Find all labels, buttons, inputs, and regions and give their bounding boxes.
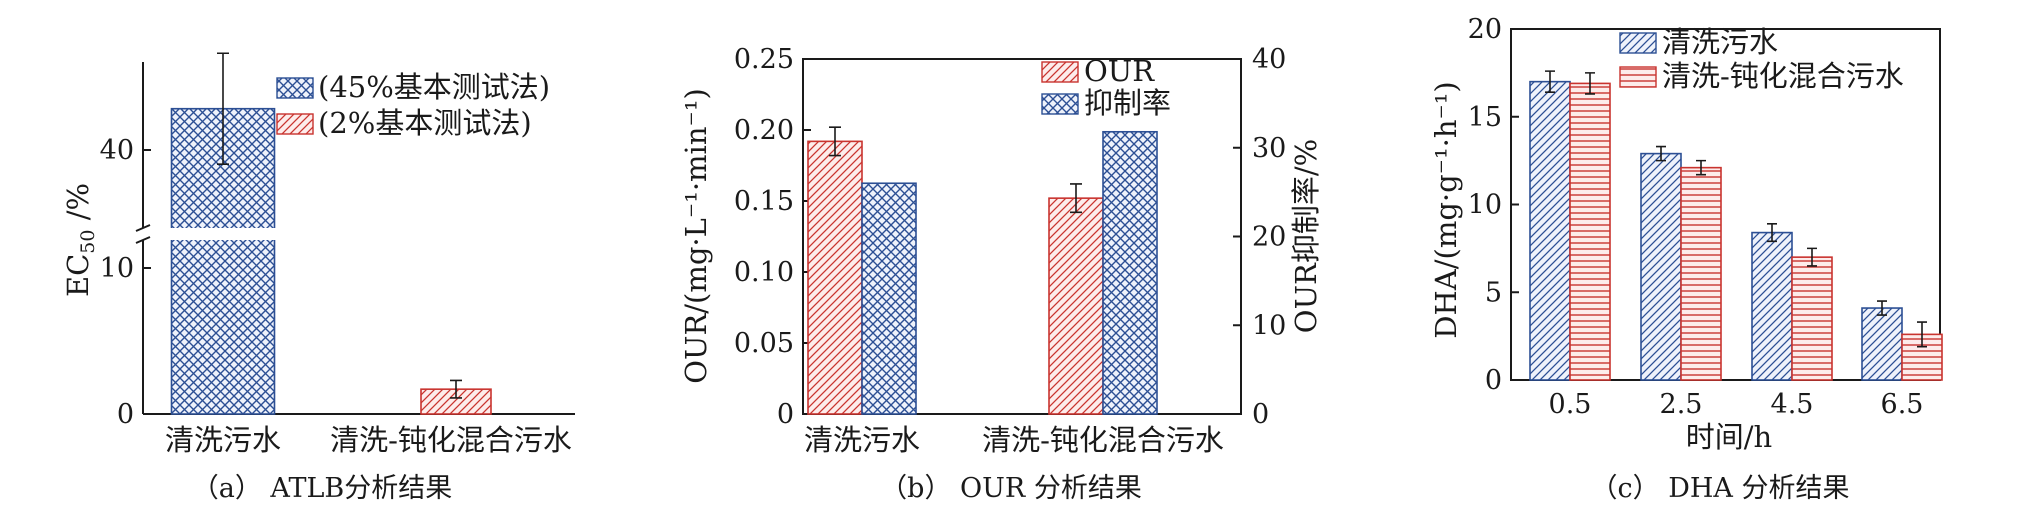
c-error-bar-0-1 <box>1656 145 1666 162</box>
c-legend-swatch-mixed <box>1619 66 1657 88</box>
c-legend-label-cleaning: 清洗污水 <box>1662 25 1778 59</box>
b-left-y-ticks: 0 0.05 0.10 0.15 0.20 0.25 <box>734 44 811 430</box>
c-bar-series1-1 <box>1680 166 1722 381</box>
c-bar-series0-3 <box>1861 307 1903 381</box>
a-category-label-1: 清洗-钝化混合污水 <box>330 423 572 457</box>
b-y-axis-label: OUR/(mg·L⁻¹·min⁻¹) <box>679 88 713 384</box>
c-error-bar-1-1 <box>1696 159 1706 176</box>
b-right-ytick-label: 20 <box>1252 222 1286 253</box>
c-xtick-label: 0.5 <box>1549 389 1592 420</box>
c-error-bar-1-3 <box>1917 321 1927 348</box>
b-ytick-label: 0.15 <box>734 186 794 217</box>
b-right-y-axis-label: OUR抑制率/% <box>1289 139 1323 333</box>
a-error-bar-0 <box>217 52 229 165</box>
c-error-bars <box>1545 70 1927 348</box>
a-ytick-label-10: 10 <box>100 253 134 284</box>
b-right-ytick-label: 0 <box>1252 399 1269 430</box>
c-xtick-label: 4.5 <box>1771 389 1814 420</box>
a-y-axis-label: EC50 /% <box>61 183 99 297</box>
b-ytick-label: 0.20 <box>734 115 794 146</box>
a-category-label-0: 清洗污水 <box>165 423 281 457</box>
b-ytick-label: 0.05 <box>734 328 794 359</box>
c-xtick-label: 2.5 <box>1660 389 1703 420</box>
b-bar-right-0 <box>861 182 917 415</box>
a-legend-swatch-45pct <box>276 77 314 99</box>
a-error-bar-1 <box>450 379 462 399</box>
c-ytick-label: 20 <box>1468 14 1502 45</box>
c-error-bar-0-0 <box>1545 70 1555 93</box>
c-error-bar-0-2 <box>1767 223 1777 243</box>
a-ytick-label-40: 40 <box>100 135 134 166</box>
c-legend-swatch-cleaning <box>1619 32 1657 54</box>
b-right-ytick-label: 40 <box>1252 44 1286 75</box>
c-xtick-label: 6.5 <box>1881 389 1924 420</box>
b-bar-right-1 <box>1102 130 1158 415</box>
panel-c-dha-chart: 0 5 10 15 20 0.5 2.5 4.5 6.5 DHA/(mg·g⁻¹·h⁻¹) 时… <box>1429 14 1943 504</box>
c-error-bar-1-2 <box>1807 247 1817 267</box>
b-ytick-label: 0 <box>777 399 794 430</box>
c-ytick-label: 0 <box>1485 365 1502 396</box>
a-legend-label-2pct: (2%基本测试法) <box>318 106 532 140</box>
b-error-bar-0-0 <box>829 126 841 157</box>
c-legend-label-mixed: 清洗-钝化混合污水 <box>1662 59 1904 93</box>
b-legend-swatch-inhibition <box>1041 93 1079 115</box>
a-bar-axis-break-gap <box>169 228 277 240</box>
c-bar-series0-2 <box>1751 231 1793 381</box>
b-legend-swatch-our <box>1041 61 1079 83</box>
a-axis-break-mark-1 <box>135 224 151 232</box>
b-ytick-label: 0.25 <box>734 44 794 75</box>
panel-a-atlb-chart: 0 10 40 EC50 /% 清洗污水 清洗-钝化混合污水 (45%基本测试法… <box>61 52 575 504</box>
c-bar-series1-0 <box>1569 82 1611 381</box>
a-axis-break-mark-2 <box>135 236 151 244</box>
b-bars <box>807 130 1158 415</box>
c-x-ticks: 0.5 2.5 4.5 6.5 <box>1549 372 1924 420</box>
a-ytick-label-0: 0 <box>117 399 134 430</box>
c-y-ticks: 0 5 10 15 20 <box>1468 14 1519 396</box>
b-ytick-label: 0.10 <box>734 257 794 288</box>
b-right-y-ticks: 0 10 20 30 40 <box>1233 44 1286 430</box>
c-bar-series0-1 <box>1640 152 1682 381</box>
a-legend-swatch-2pct <box>276 113 314 135</box>
a-caption: （a） ATLB分析结果 <box>192 473 452 504</box>
b-right-ytick-label: 10 <box>1252 310 1286 341</box>
c-ytick-label: 10 <box>1468 190 1502 221</box>
b-legend-label-our: OUR <box>1084 54 1155 88</box>
b-bar-left-0 <box>807 140 863 415</box>
b-caption: （b） OUR 分析结果 <box>880 473 1142 504</box>
c-ytick-label: 15 <box>1468 102 1502 133</box>
c-error-bar-0-3 <box>1877 300 1887 316</box>
c-bar-series0-0 <box>1529 80 1571 381</box>
panel-b-our-chart: 0 0.05 0.10 0.15 0.20 0.25 0 10 20 30 40 OUR/(mg·… <box>679 44 1323 504</box>
c-bars <box>1529 80 1943 381</box>
b-right-ytick-label: 30 <box>1252 133 1286 164</box>
a-legend-label-45pct: (45%基本测试法) <box>318 70 550 104</box>
a-error-bars <box>217 52 462 399</box>
c-error-bar-1-0 <box>1585 72 1595 95</box>
c-caption: （c） DHA 分析结果 <box>1591 473 1850 504</box>
b-error-bars <box>829 126 1082 214</box>
c-x-axis-label: 时间/h <box>1686 420 1772 454</box>
b-category-label-1: 清洗-钝化混合污水 <box>982 423 1224 457</box>
b-error-bar-0-1 <box>1070 183 1082 214</box>
b-category-label-0: 清洗污水 <box>804 423 920 457</box>
c-bar-series1-2 <box>1791 256 1833 381</box>
b-bar-left-1 <box>1048 197 1104 415</box>
c-y-axis-label: DHA/(mg·g⁻¹·h⁻¹) <box>1429 81 1463 339</box>
b-legend-label-inhibition: 抑制率 <box>1084 86 1171 120</box>
c-ytick-label: 5 <box>1485 277 1502 308</box>
